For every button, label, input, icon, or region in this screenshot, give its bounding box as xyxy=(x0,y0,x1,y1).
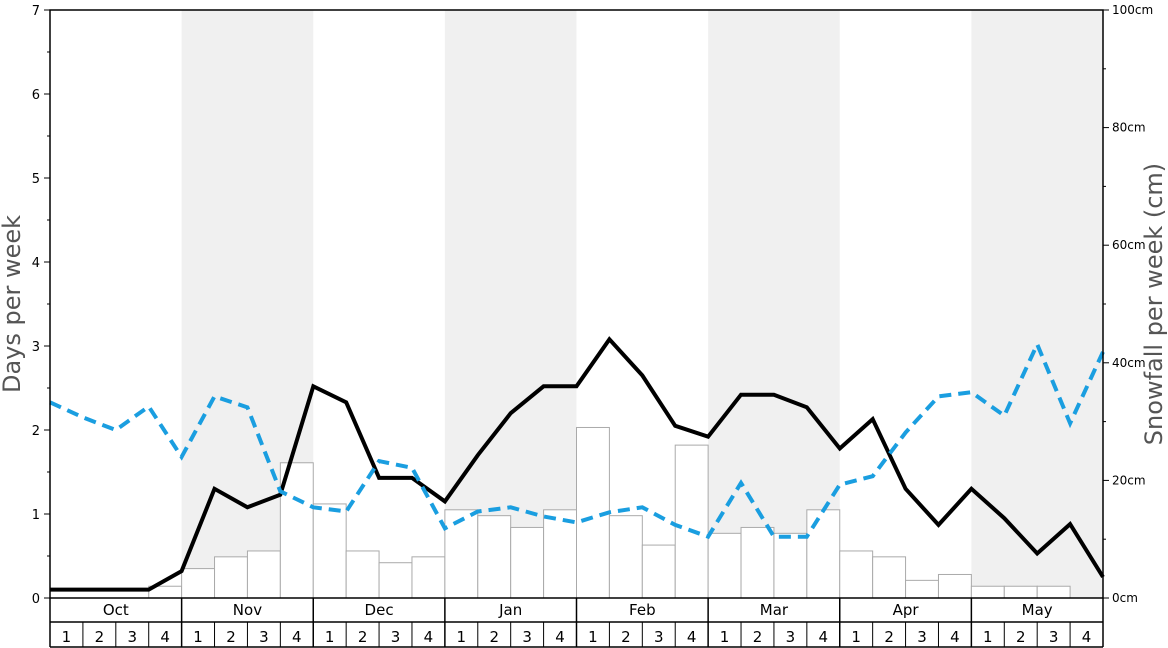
left-tick-label: 5 xyxy=(32,172,40,187)
week-label: 4 xyxy=(160,628,170,646)
week-label: 4 xyxy=(950,628,960,646)
week-label: 1 xyxy=(983,628,993,646)
snowfall-bar xyxy=(246,550,281,599)
month-band-jan xyxy=(444,10,577,598)
week-label: 3 xyxy=(259,628,269,646)
left-tick-label: 7 xyxy=(32,4,40,19)
week-label: 1 xyxy=(851,628,861,646)
week-label: 2 xyxy=(753,628,763,646)
snowfall-bar xyxy=(740,526,775,599)
right-tick-label: 80cm xyxy=(1112,121,1146,135)
left-tick-label: 6 xyxy=(32,88,40,103)
right-tick-label: 60cm xyxy=(1112,238,1146,252)
week-label: 2 xyxy=(358,628,368,646)
left-tick-label: 1 xyxy=(32,508,40,523)
right-tick-label: 100cm xyxy=(1112,3,1153,17)
week-label: 3 xyxy=(654,628,664,646)
snowfall-bar xyxy=(181,568,216,599)
month-label: Jan xyxy=(498,601,522,619)
month-band-may xyxy=(971,10,1103,598)
right-axis: 0cm 20cm 40cm 60cm 80cm 100cm xyxy=(1103,3,1153,605)
week-label: 3 xyxy=(1049,628,1059,646)
week-label: 2 xyxy=(884,628,894,646)
snowfall-bar xyxy=(1036,585,1071,599)
week-label: 2 xyxy=(95,628,105,646)
week-label: 2 xyxy=(489,628,499,646)
right-tick-label: 20cm xyxy=(1112,473,1146,487)
snowfall-bar xyxy=(937,573,972,599)
right-tick-label: 0cm xyxy=(1112,591,1138,605)
left-tick-label: 2 xyxy=(32,424,40,439)
month-bands xyxy=(181,10,1103,598)
snowfall-bar xyxy=(312,503,347,599)
snowfall-bar xyxy=(641,544,676,599)
snowfall-bar xyxy=(608,515,643,599)
week-label: 3 xyxy=(786,628,796,646)
week-label: 1 xyxy=(325,628,335,646)
left-tick-label: 0 xyxy=(32,592,40,607)
left-axis: 0 1 2 3 4 5 6 7 xyxy=(32,4,50,607)
week-label: 3 xyxy=(522,628,532,646)
week-label: 1 xyxy=(588,628,598,646)
week-label: 4 xyxy=(555,628,565,646)
week-label: 4 xyxy=(424,628,434,646)
snowfall-bar xyxy=(444,509,479,599)
month-label: Nov xyxy=(233,601,262,619)
days-per-week-solid-line xyxy=(50,336,1105,592)
week-label: 4 xyxy=(687,628,697,646)
left-axis-title: Days per week xyxy=(0,215,26,393)
week-label: 4 xyxy=(1082,628,1092,646)
x-axis: Oct 1 2 3 4 Nov 1 2 3 4 Dec 1 2 3 4 Jan 1 2 3 4 Feb 1 2 3 4 Mar 1 2… xyxy=(49,598,1104,648)
month-label: Feb xyxy=(629,601,656,619)
week-label: 2 xyxy=(1016,628,1026,646)
week-label: 3 xyxy=(917,628,927,646)
snowfall-bar xyxy=(773,532,808,599)
week-label: 1 xyxy=(193,628,203,646)
snowfall-bar xyxy=(1003,585,1038,599)
month-label: Apr xyxy=(893,601,920,619)
month-label: May xyxy=(1022,601,1053,619)
week-label: 3 xyxy=(391,628,401,646)
snowfall-bar xyxy=(510,526,545,599)
snowfall-bar xyxy=(674,444,709,599)
week-label: 1 xyxy=(62,628,72,646)
snowfall-bar xyxy=(872,556,907,599)
snowfall-bar xyxy=(411,556,446,599)
week-label: 3 xyxy=(127,628,137,646)
week-label: 4 xyxy=(292,628,302,646)
month-label: Mar xyxy=(760,601,789,619)
snowfall-bar xyxy=(905,579,939,599)
snowfall-bar xyxy=(214,556,248,599)
snowfall-bar xyxy=(707,532,742,599)
month-label: Dec xyxy=(365,601,394,619)
right-axis-title: Snowfall per week (cm) xyxy=(1140,163,1168,445)
series-lines xyxy=(49,336,1105,592)
right-tick-label: 40cm xyxy=(1112,356,1146,370)
week-label: 4 xyxy=(819,628,829,646)
snowfall-bar xyxy=(477,515,512,599)
snowfall-bar xyxy=(806,509,841,599)
month-label: Oct xyxy=(103,601,129,619)
left-tick-label: 3 xyxy=(32,340,40,355)
snowfall-bar xyxy=(378,562,413,599)
days-per-week-dashed-line xyxy=(49,339,1105,540)
left-tick-label: 4 xyxy=(32,256,40,271)
snowfall-bar xyxy=(970,585,1005,599)
week-label: 2 xyxy=(621,628,631,646)
snowfall-bar xyxy=(839,550,874,599)
week-label: 2 xyxy=(226,628,236,646)
snowfall-bar xyxy=(345,550,380,599)
week-label: 1 xyxy=(457,628,467,646)
week-label: 1 xyxy=(720,628,730,646)
